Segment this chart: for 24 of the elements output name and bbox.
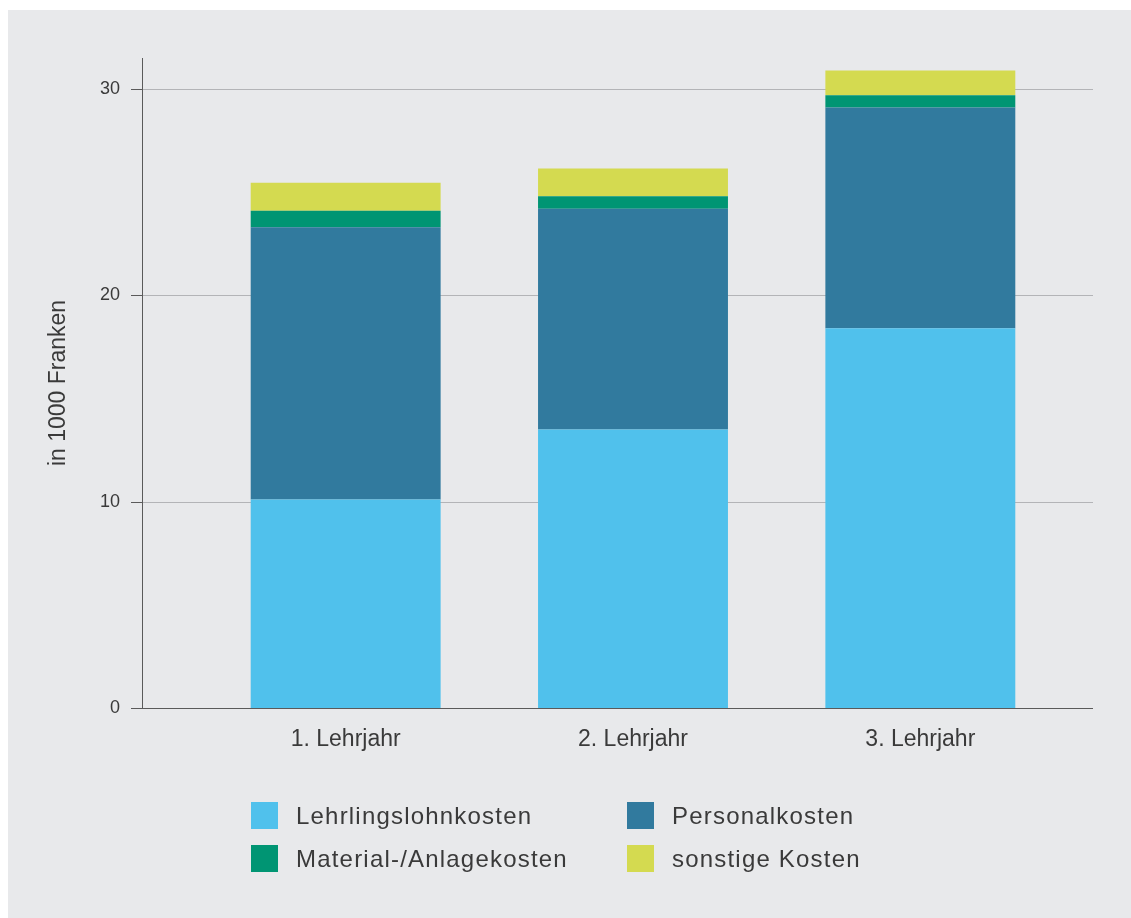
bar — [538, 168, 728, 197]
bar — [538, 429, 728, 708]
bar — [250, 210, 441, 228]
bar — [825, 95, 1016, 108]
y-axis-title: in 1000 Franken — [44, 299, 71, 467]
bar — [250, 227, 441, 500]
x-tick-label: 1. Lehrjahr — [290, 725, 401, 752]
bar — [538, 208, 728, 430]
legend-label: Material-/Anlagekosten — [296, 844, 568, 873]
legend-label: Lehrlingslohnkosten — [296, 801, 533, 830]
x-tick-label: 3. Lehrjahr — [865, 725, 976, 752]
bar — [250, 499, 441, 708]
bar — [538, 196, 728, 209]
y-tick-label: 10 — [99, 490, 120, 511]
bar — [250, 182, 441, 211]
y-tick-label: 0 — [109, 696, 120, 717]
y-tick-label: 20 — [99, 284, 120, 305]
x-tick-label: 2. Lehrjahr — [578, 725, 689, 752]
bar — [825, 70, 1016, 96]
legend-label: Personalkosten — [672, 801, 855, 830]
legend-label: sonstige Kosten — [672, 844, 861, 873]
bar — [825, 107, 1016, 329]
bar — [825, 328, 1016, 708]
y-tick-label: 30 — [99, 77, 120, 98]
